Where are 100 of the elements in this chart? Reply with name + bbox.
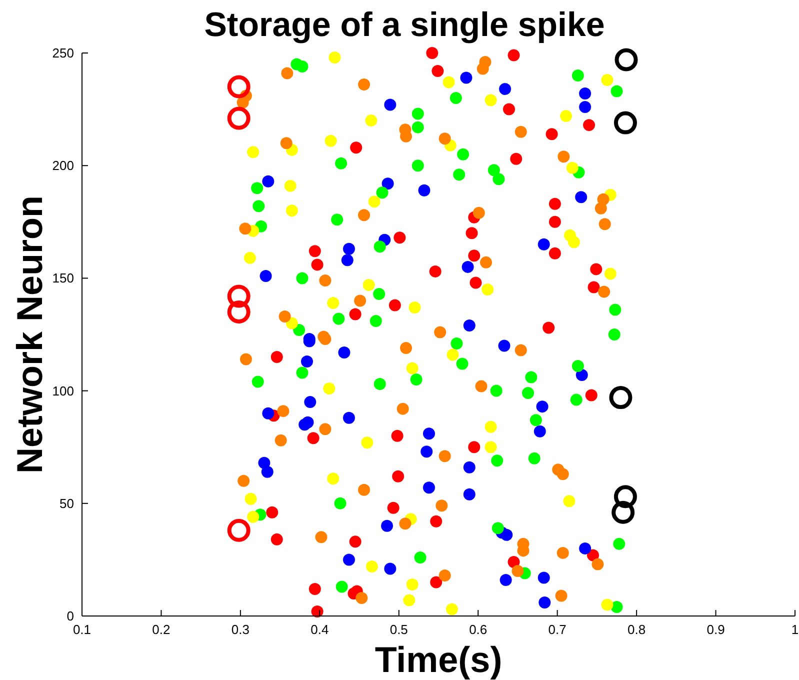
point	[460, 72, 472, 84]
y-tick-label: 200	[52, 158, 74, 174]
point	[512, 564, 524, 577]
point	[311, 605, 324, 618]
point	[293, 324, 306, 336]
point	[508, 49, 520, 62]
point	[530, 414, 542, 426]
point	[614, 111, 637, 134]
point	[319, 333, 332, 346]
point	[374, 378, 386, 390]
point	[514, 126, 527, 138]
x-tick-label: 0.3	[231, 622, 250, 637]
x-tick-label: 0.5	[390, 622, 408, 637]
point	[538, 238, 550, 250]
point	[492, 522, 504, 534]
point	[381, 520, 394, 532]
point	[426, 47, 438, 59]
point	[503, 103, 516, 116]
point	[304, 396, 316, 408]
point	[227, 518, 250, 542]
point	[438, 569, 451, 582]
point	[376, 186, 388, 199]
point	[334, 497, 346, 510]
point	[338, 346, 350, 359]
point	[446, 603, 458, 616]
point	[374, 240, 386, 253]
point	[296, 366, 308, 379]
point	[358, 209, 370, 222]
point	[403, 594, 416, 606]
point	[556, 546, 569, 559]
point	[391, 430, 404, 442]
point	[392, 470, 404, 482]
point	[594, 202, 607, 214]
point	[436, 500, 448, 512]
point	[327, 296, 340, 309]
point	[446, 348, 459, 361]
point	[579, 88, 592, 100]
point	[349, 308, 362, 320]
point	[572, 70, 584, 82]
point	[408, 301, 421, 314]
point	[361, 436, 374, 449]
point	[536, 400, 548, 413]
point	[350, 142, 362, 154]
point	[238, 474, 250, 487]
point	[227, 75, 250, 98]
x-tick-label: 0.6	[469, 622, 488, 637]
point	[422, 482, 435, 494]
point	[472, 206, 485, 219]
point	[270, 533, 283, 546]
point	[490, 384, 502, 397]
point	[362, 278, 375, 291]
point	[470, 276, 482, 289]
point	[382, 178, 394, 190]
point	[335, 157, 348, 170]
point	[368, 196, 380, 208]
point	[438, 132, 451, 145]
y-tick-label: 0	[66, 608, 74, 624]
point	[457, 148, 470, 160]
point	[286, 204, 298, 217]
point	[308, 245, 321, 258]
point	[412, 108, 424, 120]
point	[588, 281, 600, 294]
point	[609, 386, 632, 410]
point	[356, 592, 368, 604]
point	[556, 468, 569, 480]
point	[420, 446, 433, 458]
point	[406, 362, 418, 374]
point	[434, 326, 446, 338]
point	[525, 371, 538, 384]
chart-title: Storage of a single spike	[204, 6, 605, 44]
point	[480, 256, 492, 268]
point	[430, 576, 442, 588]
point	[365, 114, 378, 127]
point	[262, 175, 274, 188]
point	[475, 380, 488, 392]
point	[482, 283, 494, 296]
point	[450, 92, 462, 104]
point	[568, 236, 580, 248]
point	[266, 506, 278, 518]
point	[510, 152, 522, 165]
x-tick-label: 0.1	[72, 622, 92, 637]
point	[422, 428, 435, 440]
point	[614, 48, 638, 72]
point	[331, 214, 344, 226]
point	[499, 83, 512, 96]
point	[555, 590, 568, 602]
point	[576, 369, 588, 382]
point	[260, 270, 272, 282]
point	[609, 304, 622, 316]
point	[412, 121, 424, 134]
point	[514, 344, 527, 356]
point	[327, 472, 340, 485]
point	[240, 353, 252, 366]
point	[252, 376, 264, 388]
point	[328, 52, 341, 64]
point	[323, 382, 336, 395]
point	[358, 78, 370, 91]
point	[274, 434, 287, 446]
point	[575, 191, 588, 204]
point	[298, 418, 311, 431]
